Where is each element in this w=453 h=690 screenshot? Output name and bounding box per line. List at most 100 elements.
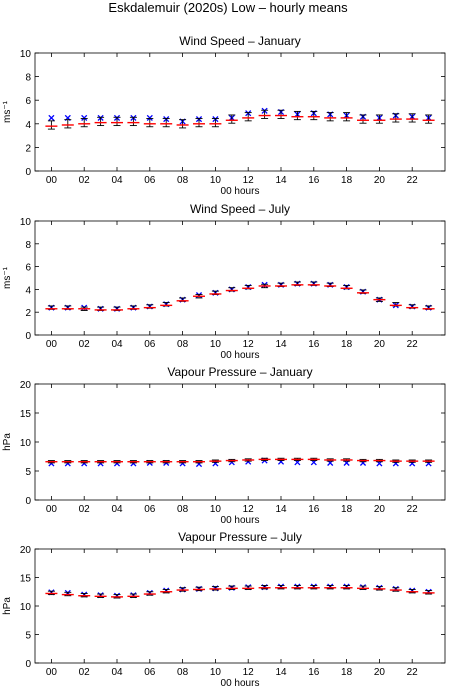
y-tick-label: 6 bbox=[25, 263, 31, 274]
x-tick-label: 22 bbox=[407, 339, 419, 350]
x-tick-label: 10 bbox=[210, 175, 222, 186]
x-tick-label: 14 bbox=[275, 504, 287, 515]
x-tick-label: 16 bbox=[308, 175, 320, 186]
cross-marker bbox=[146, 114, 153, 121]
plot-frame bbox=[34, 548, 446, 664]
series-dash bbox=[45, 587, 435, 598]
figure-title: Eskdalemuir (2020s) Low – hourly means bbox=[108, 0, 348, 15]
x-tick-label: 22 bbox=[407, 667, 419, 678]
x-tick-label: 04 bbox=[111, 667, 123, 678]
series-errorbar bbox=[47, 281, 433, 311]
chart-panel-3: Vapour Pressure – January 0 5 10 15 20 00 02 04 0… bbox=[2, 365, 446, 526]
y-tick-label: 15 bbox=[20, 574, 32, 585]
y-axis-label: ms⁻¹ bbox=[2, 100, 13, 123]
y-tick-label: 10 bbox=[20, 217, 32, 228]
x-tick-label: 06 bbox=[144, 667, 156, 678]
y-tick-label: 4 bbox=[25, 120, 31, 131]
error-bar-point bbox=[425, 114, 433, 124]
error-bar-point bbox=[129, 116, 137, 127]
x-tick-label: 04 bbox=[111, 504, 123, 515]
x-tick-label: 20 bbox=[374, 504, 386, 515]
error-bar-point bbox=[64, 119, 72, 129]
error-bar-point bbox=[343, 112, 351, 122]
y-tick-label: 0 bbox=[25, 496, 31, 507]
error-bar-point bbox=[293, 110, 301, 121]
error-bar-point bbox=[359, 114, 367, 124]
x-tick-label: 14 bbox=[275, 667, 287, 678]
x-tick-label: 08 bbox=[177, 339, 189, 350]
x-tick-label: 10 bbox=[210, 339, 222, 350]
x-tick-label: 20 bbox=[374, 339, 386, 350]
series-cross bbox=[48, 107, 432, 125]
error-bar-point bbox=[228, 114, 236, 124]
series-dash bbox=[45, 284, 435, 311]
x-tick-label: 06 bbox=[144, 339, 156, 350]
y-tick-label: 10 bbox=[20, 438, 32, 449]
error-bar-point bbox=[195, 118, 203, 128]
series-errorbar bbox=[47, 109, 433, 130]
x-tick-label: 00 bbox=[46, 667, 58, 678]
x-tick-label: 12 bbox=[243, 339, 255, 350]
chart-title: Vapour Pressure – July bbox=[178, 530, 302, 544]
y-tick-label: 8 bbox=[25, 73, 31, 84]
x-tick-label: 04 bbox=[111, 175, 123, 186]
error-bar-point bbox=[392, 113, 400, 123]
x-tick-label: 12 bbox=[243, 504, 255, 515]
x-tick-label: 00 bbox=[46, 504, 58, 515]
error-bar-point bbox=[146, 118, 154, 128]
y-tick-label: 15 bbox=[20, 409, 32, 420]
series-dash bbox=[45, 458, 435, 463]
x-tick-label: 06 bbox=[144, 504, 156, 515]
y-tick-label: 0 bbox=[25, 331, 31, 342]
x-tick-label: 02 bbox=[79, 339, 91, 350]
x-tick-label: 16 bbox=[308, 339, 320, 350]
error-bar-point bbox=[277, 109, 285, 119]
x-tick-label: 18 bbox=[341, 667, 353, 678]
x-tick-label: 16 bbox=[308, 504, 320, 515]
x-tick-label: 18 bbox=[341, 175, 353, 186]
x-tick-label: 14 bbox=[275, 175, 287, 186]
plot-frame bbox=[34, 52, 446, 172]
y-tick-label: 2 bbox=[25, 143, 31, 154]
error-bar-point bbox=[113, 116, 121, 127]
y-tick-label: 5 bbox=[25, 467, 31, 478]
y-tick-label: 20 bbox=[20, 545, 32, 556]
plot-frame bbox=[34, 383, 446, 501]
error-bar-point bbox=[47, 120, 55, 130]
cross-marker bbox=[48, 114, 55, 121]
error-bar-point bbox=[375, 114, 383, 124]
y-tick-label: 0 bbox=[25, 167, 31, 178]
error-bar-point bbox=[261, 109, 269, 119]
x-tick-label: 02 bbox=[79, 504, 91, 515]
x-tick-label: 18 bbox=[341, 504, 353, 515]
x-axis-label: 00 hours bbox=[221, 350, 260, 361]
y-tick-label: 6 bbox=[25, 96, 31, 107]
x-tick-label: 14 bbox=[275, 339, 287, 350]
chart-title: Vapour Pressure – January bbox=[167, 365, 312, 379]
chart-title: Wind Speed – January bbox=[179, 34, 300, 48]
plot-frame bbox=[34, 220, 446, 336]
x-tick-label: 20 bbox=[374, 175, 386, 186]
y-tick-label: 20 bbox=[20, 380, 32, 391]
x-tick-label: 12 bbox=[243, 175, 255, 186]
x-tick-label: 18 bbox=[341, 339, 353, 350]
series-errorbar bbox=[47, 457, 433, 464]
cross-marker bbox=[81, 114, 88, 121]
series-cross bbox=[48, 280, 432, 312]
error-bar-point bbox=[326, 112, 334, 122]
x-tick-label: 08 bbox=[177, 667, 189, 678]
y-tick-label: 10 bbox=[20, 602, 32, 613]
x-tick-label: 08 bbox=[177, 504, 189, 515]
error-bar-point bbox=[162, 118, 170, 128]
x-tick-label: 12 bbox=[243, 667, 255, 678]
x-tick-label: 20 bbox=[374, 667, 386, 678]
x-tick-label: 22 bbox=[407, 175, 419, 186]
y-tick-label: 8 bbox=[25, 240, 31, 251]
y-tick-label: 0 bbox=[25, 659, 31, 670]
chart-title: Wind Speed – July bbox=[190, 202, 290, 216]
x-tick-label: 00 bbox=[46, 175, 58, 186]
x-tick-label: 08 bbox=[177, 175, 189, 186]
